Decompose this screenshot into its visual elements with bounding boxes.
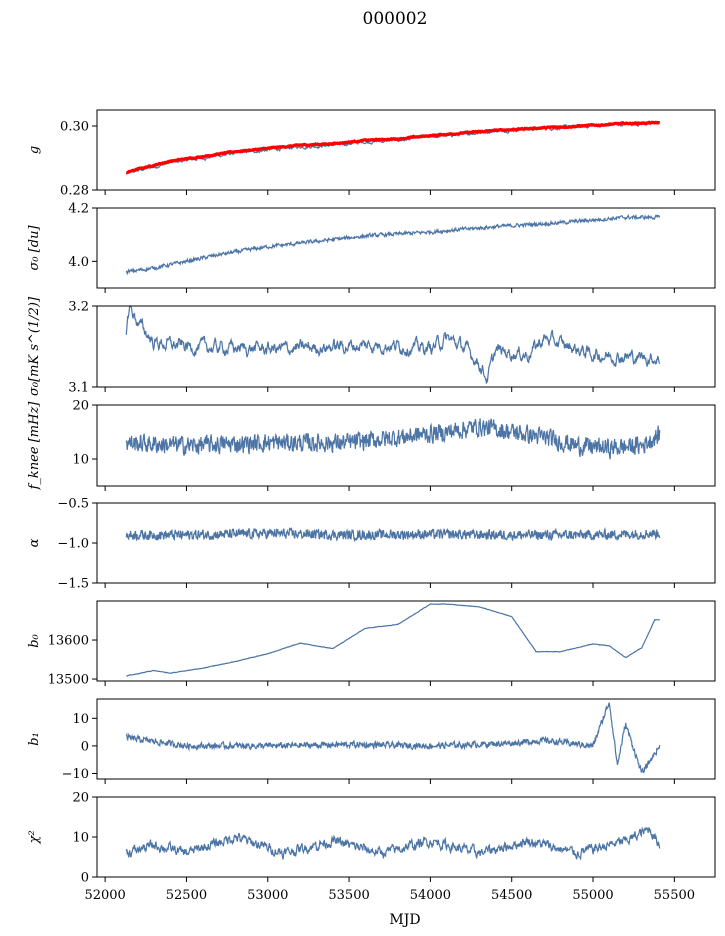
y-axis-label: σ₀ [du] [27,225,42,271]
y-tick-label: 20 [72,791,89,806]
y-axis-label: g [27,146,42,154]
y-axis-label: σ₀[mK s^(1/2)] [27,296,42,396]
y-axis-label: b₀ [27,633,42,647]
fit-line-1 [125,120,661,175]
x-tick-label: 54500 [491,888,532,903]
panel-1: 0.28 0.30 g [27,109,716,199]
panel-frame [96,502,716,584]
panel-8: 0 10 20 χ² [27,791,716,886]
panels: 0.28 0.30 g 4.0 4.2 σ₀ [du] 3.1 3.2 σ₀[mK s^(1/2… [27,109,716,886]
panel-6: 13500 13600 b₀ [27,600,716,688]
panel-frame [96,698,716,780]
y-tick-label: 3.2 [68,300,89,315]
series-line-4 [125,418,661,460]
y-tick-label: 0 [81,871,89,886]
x-axis-label: MJD [389,912,420,928]
x-tick-label: 52000 [84,888,125,903]
y-tick-label: 4.2 [68,202,89,217]
y-axis-label: α [27,538,42,547]
y-tick-label: 0.28 [60,184,89,199]
panel-4: 10 20 f_knee [mHz] [27,399,716,491]
x-tick-label: 53500 [328,888,369,903]
y-tick-label: 10 [72,712,89,727]
series-line-3 [125,305,661,384]
x-axis: 52000 52500 53000 53500 54000 54500 55000 55500 [84,888,695,903]
y-tick-label: 13500 [48,673,89,688]
y-tick-label: 0 [81,739,89,754]
panel-3: 3.1 3.2 σ₀[mK s^(1/2)] [27,296,716,396]
y-axis-label: χ² [27,830,42,844]
panel-frame [96,109,716,191]
panel-7: −10 0 10 b₁ [27,698,716,784]
y-tick-label: −1.0 [57,537,89,552]
panel-frame [96,404,716,487]
panel-5: −1.5 −1.0 −0.5 α [27,497,716,592]
y-tick-label: 10 [72,453,89,468]
panel-frame [96,207,716,289]
y-tick-label: 20 [72,399,89,414]
panel-frame [96,600,716,682]
y-tick-label: 3.1 [68,381,89,396]
panel-frame [96,796,716,878]
y-tick-label: 4.0 [68,255,89,270]
series-line-1 [125,120,661,175]
series-line-2 [125,213,661,276]
y-tick-label: −10 [62,767,89,782]
series-line-6 [126,603,660,677]
x-tick-label: 54000 [410,888,451,903]
y-axis-label: b₁ [27,732,42,746]
series-line-7 [125,702,661,774]
x-tick-label: 55500 [654,888,695,903]
panel-2: 4.0 4.2 σ₀ [du] [27,202,716,293]
x-tick-label: 53000 [247,888,288,903]
figure-title: 000002 [363,9,428,29]
y-tick-label: −0.5 [57,497,89,512]
panel-frame [96,305,716,388]
y-tick-label: 10 [72,831,89,846]
series-line-5 [125,526,661,543]
y-tick-label: −1.5 [57,577,89,592]
y-tick-label: 0.30 [60,120,89,135]
y-axis-label: f_knee [mHz] [27,401,42,491]
x-tick-label: 55000 [572,888,613,903]
series-line-8 [125,826,661,861]
x-tick-label: 52500 [166,888,207,903]
y-tick-label: 13600 [48,634,89,649]
